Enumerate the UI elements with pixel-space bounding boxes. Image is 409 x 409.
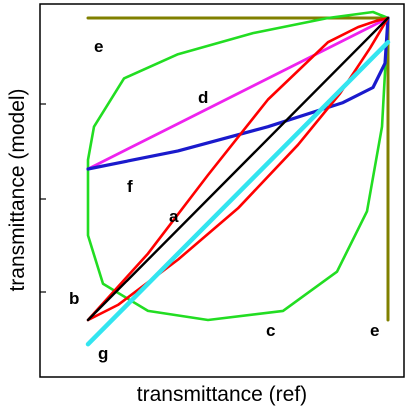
label-e-top: e: [94, 37, 103, 56]
series-line-f: [86, 16, 390, 171]
series-line-g: [85, 39, 391, 347]
label-c: c: [266, 321, 275, 340]
label-b: b: [69, 289, 79, 308]
label-f: f: [127, 177, 133, 196]
label-d: d: [198, 88, 208, 107]
label-g: g: [98, 344, 108, 363]
y-axis-label: transmittance (model): [6, 88, 29, 291]
y-axis-ticks: [40, 103, 46, 293]
series-layer: [85, 10, 391, 347]
series-line-d: [86, 16, 390, 171]
label-a: a: [169, 207, 179, 226]
plot-frame: [39, 3, 405, 378]
label-e-right: e: [370, 321, 379, 340]
series-line-a: [86, 16, 390, 322]
x-axis-label: transmittance (ref): [137, 383, 307, 406]
